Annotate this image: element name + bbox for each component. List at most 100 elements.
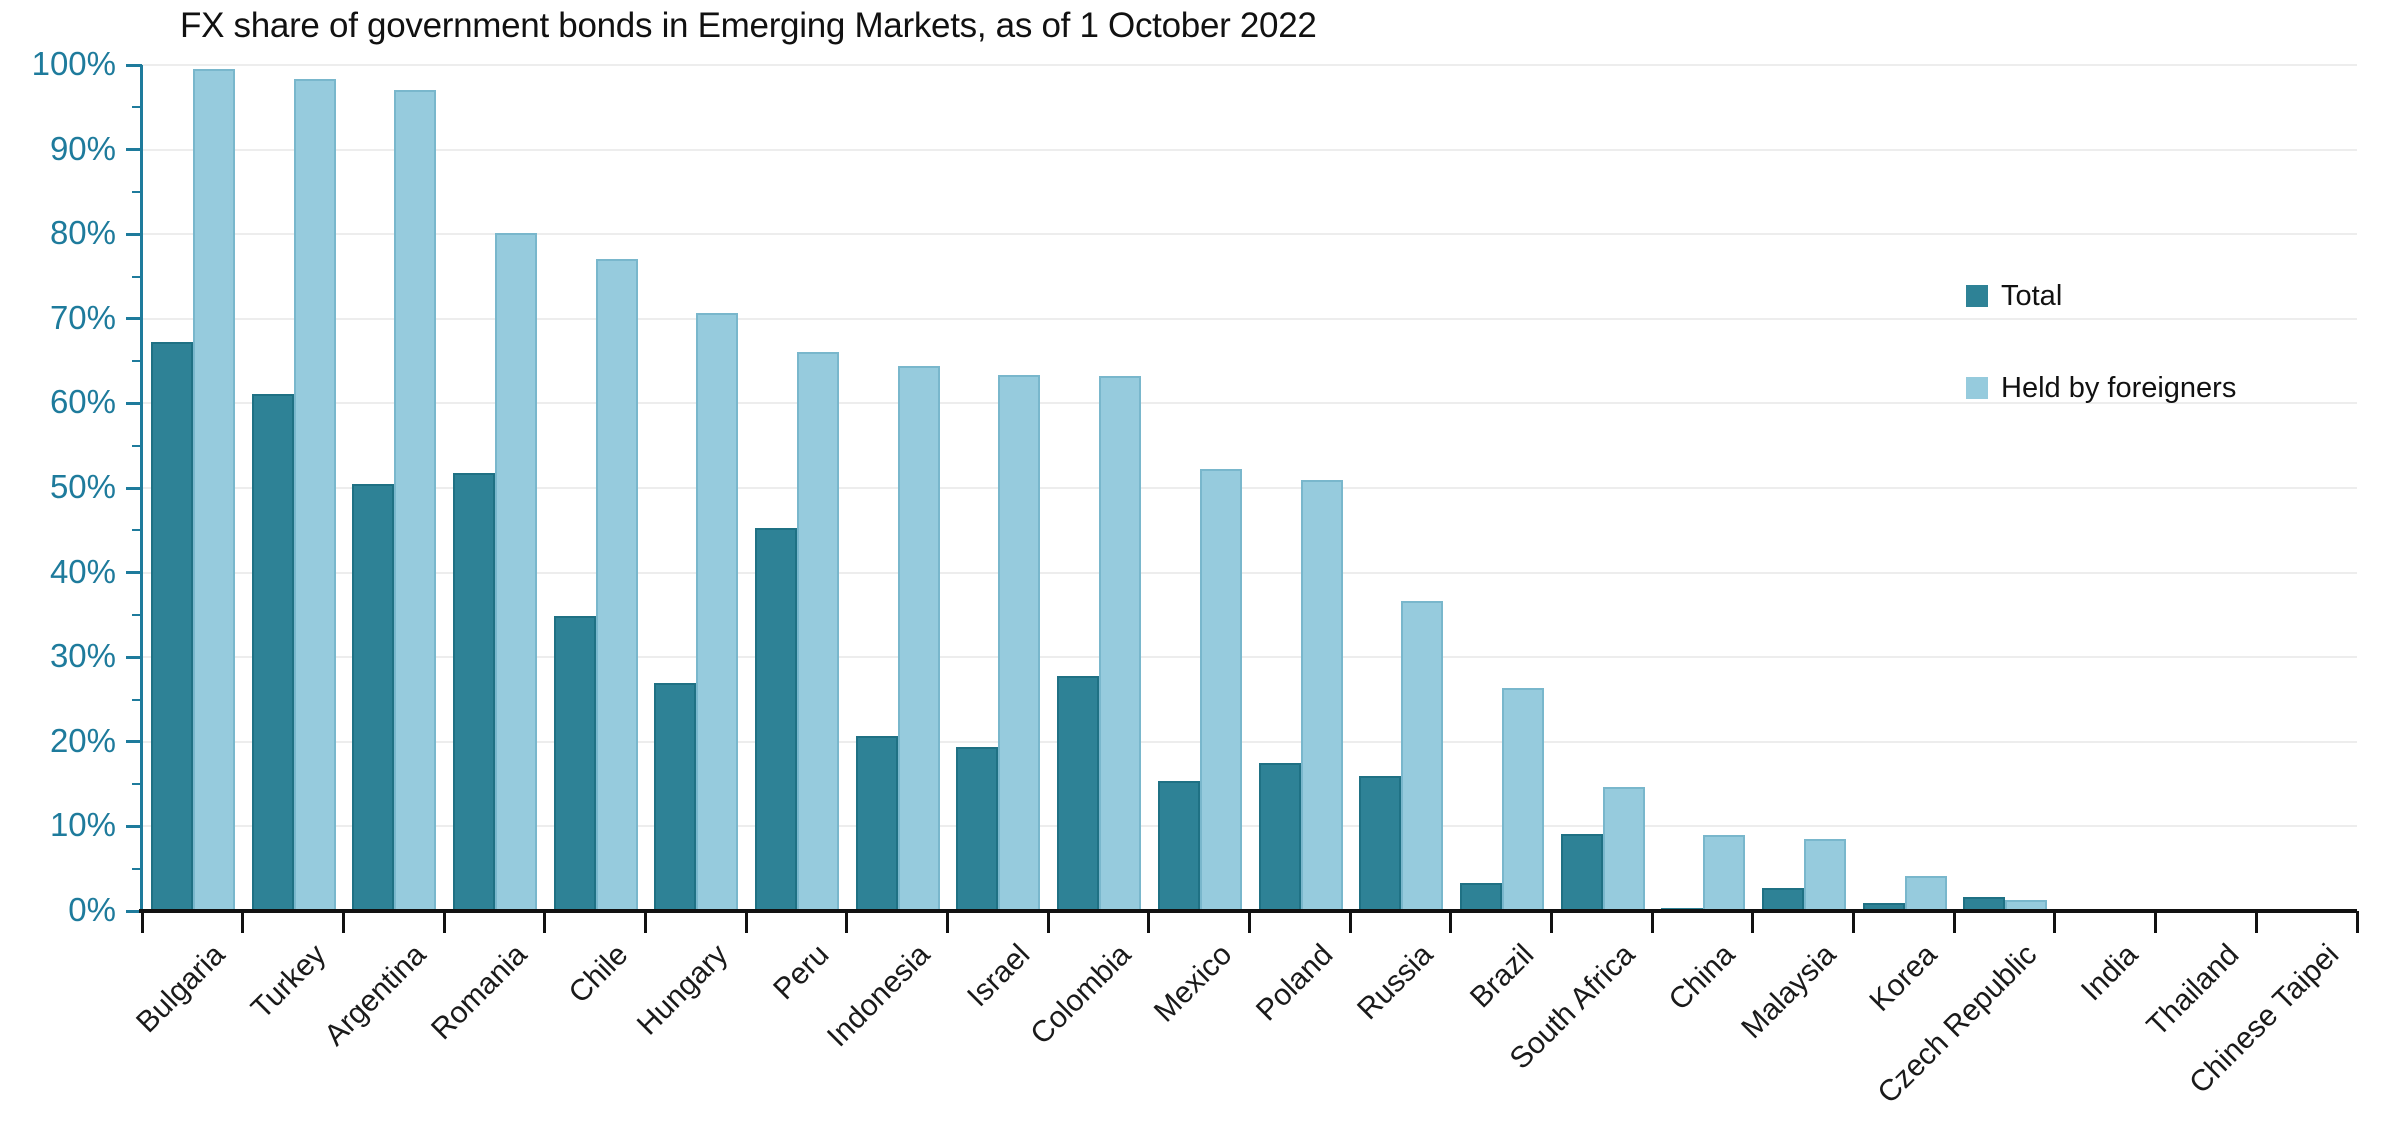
y-axis-minor-tick	[132, 275, 142, 278]
x-axis-tick	[1550, 911, 1554, 933]
x-axis-tick	[1248, 911, 1251, 933]
gridline	[142, 317, 2357, 320]
gridline	[142, 64, 2357, 66]
x-axis-label-chile: Chile	[562, 938, 635, 1010]
y-axis-minor-tick	[132, 444, 142, 447]
bar-foreign-indonesia	[897, 366, 940, 911]
y-axis-major-tick	[126, 655, 142, 659]
legend: Total Held by foreigners	[1966, 278, 2236, 462]
gridline	[142, 571, 2357, 574]
bar-total-russia	[1359, 776, 1402, 911]
y-axis-major-tick	[126, 63, 142, 67]
legend-item-total: Total	[1966, 278, 2236, 314]
held-by-foreigners-swatch-icon	[1966, 377, 1988, 399]
bar-total-israel	[956, 746, 999, 911]
y-axis-tick-label: 40%	[49, 552, 116, 590]
x-axis-tick	[442, 911, 446, 933]
x-axis-label-korea: Korea	[1862, 938, 1943, 1018]
x-axis-label-thailand: Thailand	[2140, 938, 2245, 1043]
x-axis-tick	[1449, 911, 1453, 933]
x-axis-label-india: India	[2074, 938, 2145, 1008]
bar-foreign-bulgaria	[193, 69, 235, 911]
bar-total-chile	[553, 615, 596, 911]
x-axis-label-china: China	[1662, 938, 1742, 1017]
y-axis-tick-label: 30%	[49, 637, 116, 675]
bar-foreign-malaysia	[1803, 839, 1846, 911]
y-axis-minor-tick	[132, 698, 142, 701]
x-axis-tick	[341, 911, 345, 933]
x-axis-tick	[2254, 911, 2258, 933]
y-axis-major-tick	[126, 232, 142, 236]
bar-total-hungary	[654, 682, 697, 911]
x-axis-tick	[744, 911, 748, 933]
y-axis-major-tick	[126, 740, 142, 744]
y-axis-minor-tick	[132, 613, 142, 616]
y-axis-tick-label: 60%	[49, 383, 116, 421]
bar-total-colombia	[1057, 675, 1100, 911]
x-axis-label-malaysia: Malaysia	[1735, 938, 1843, 1046]
x-axis-label-colombia: Colombia	[1024, 938, 1138, 1051]
gridline	[142, 656, 2357, 659]
gridline	[142, 825, 2357, 828]
bar-foreign-romania	[495, 232, 538, 911]
bar-foreign-brazil	[1501, 687, 1544, 911]
y-axis-major-tick	[126, 401, 142, 405]
bar-total-argentina	[352, 483, 395, 911]
bar-total-bulgaria	[151, 341, 193, 911]
bar-total-poland	[1258, 762, 1301, 911]
bar-total-indonesia	[855, 735, 898, 911]
gridline	[142, 402, 2357, 405]
x-axis-tick	[241, 911, 245, 933]
gridline	[142, 233, 2357, 236]
bar-total-peru	[755, 527, 798, 911]
legend-item-held-by-foreigners: Held by foreigners	[1966, 370, 2236, 406]
total-swatch-icon	[1966, 285, 1988, 307]
y-axis-major-tick	[126, 571, 142, 575]
x-axis-label-argentina: Argentina	[318, 938, 433, 1053]
y-axis-minor-tick	[132, 783, 142, 786]
bar-foreign-mexico	[1199, 469, 1242, 911]
y-axis-tick-label: 20%	[49, 721, 116, 759]
legend-label-held-by-foreigners: Held by foreigners	[2001, 371, 2237, 404]
x-axis-label-poland: Poland	[1249, 938, 1339, 1028]
bar-foreign-argentina	[394, 89, 437, 911]
x-axis-label-mexico: Mexico	[1147, 938, 1239, 1029]
bar-foreign-poland	[1300, 480, 1343, 911]
bar-total-mexico	[1157, 780, 1200, 911]
y-axis-tick-label: 10%	[49, 806, 116, 844]
y-axis-tick-label: 80%	[49, 214, 116, 252]
x-axis-tick	[1046, 911, 1050, 933]
y-axis-major-tick	[126, 909, 142, 913]
bar-total-brazil	[1459, 883, 1502, 911]
x-axis-tick	[2355, 911, 2359, 933]
y-axis-minor-tick	[132, 529, 142, 532]
x-axis-label-brazil: Brazil	[1463, 938, 1541, 1015]
y-axis-minor-tick	[132, 190, 142, 193]
legend-label-total: Total	[2001, 279, 2063, 312]
x-axis-label-israel: Israel	[961, 938, 1037, 1014]
y-axis-tick-label: 50%	[49, 468, 116, 505]
x-axis-label-russia: Russia	[1351, 938, 1440, 1027]
bar-foreign-chile	[595, 258, 638, 911]
bar-foreign-colombia	[1099, 376, 1142, 911]
x-axis-tick	[1852, 911, 1856, 933]
y-axis-major-tick	[126, 824, 142, 828]
y-axis-major-tick	[126, 486, 142, 490]
bar-foreign-south-africa	[1602, 787, 1645, 911]
x-axis-tick	[140, 911, 144, 933]
bar-total-malaysia	[1761, 888, 1804, 911]
bar-foreign-israel	[998, 374, 1041, 911]
bar-foreign-turkey	[293, 79, 336, 911]
x-axis-label-indonesia: Indonesia	[820, 938, 937, 1054]
y-axis-minor-tick	[132, 106, 142, 109]
y-axis-minor-tick	[132, 867, 142, 870]
x-axis-label-peru: Peru	[767, 938, 836, 1007]
y-axis-tick-label: 70%	[49, 298, 116, 336]
bar-foreign-china	[1703, 834, 1746, 911]
y-axis-tick-label: 90%	[49, 129, 116, 167]
gridline	[142, 148, 2357, 151]
x-axis-tick	[945, 911, 949, 933]
gridline	[142, 487, 2357, 489]
y-axis-tick-label: 0%	[68, 891, 116, 928]
